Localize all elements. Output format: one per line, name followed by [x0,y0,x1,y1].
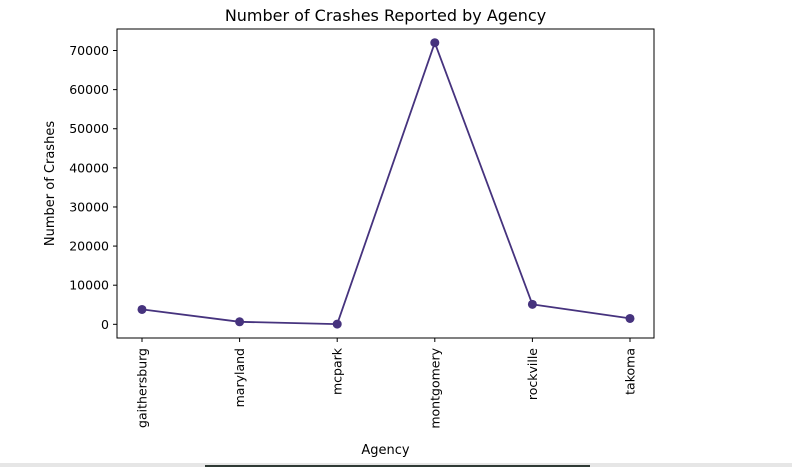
y-tick-label: 40000 [69,160,109,175]
data-point-rockville [527,299,537,309]
data-point-mcpark [332,319,342,329]
y-tick-label: 70000 [69,43,109,58]
plot-area-frame [116,28,655,339]
x-tick-label: gaithersburg [135,348,150,428]
data-point-gaithersburg [137,304,147,314]
x-tick-label: maryland [232,348,247,407]
y-tick-label: 20000 [69,239,109,254]
x-tick-label: takoma [623,348,638,395]
y-axis: 0 10000 20000 30000 40000 50000 60000 70000 [69,43,117,332]
y-axis-label: Number of Crashes [43,121,58,246]
y-tick-label: 30000 [69,199,109,214]
data-point-maryland [235,317,245,327]
data-point-montgomery [430,38,440,48]
y-tick-label: 10000 [69,278,109,293]
x-tick-label: montgomery [427,347,442,428]
x-axis: gaithersburg maryland mcpark montgomery rock… [135,338,638,429]
data-point-takoma [625,313,635,323]
x-axis-label: Agency [361,443,410,458]
scrollbar-thumb[interactable] [205,465,590,467]
x-tick-label: rockville [525,348,540,400]
series-layer [137,38,635,329]
x-tick-label: mcpark [330,347,345,395]
series-line [141,41,631,326]
y-tick-label: 0 [101,317,109,332]
chart-title: Number of Crashes Reported by Agency [225,6,546,25]
y-tick-label: 60000 [69,82,109,97]
y-tick-label: 50000 [69,121,109,136]
